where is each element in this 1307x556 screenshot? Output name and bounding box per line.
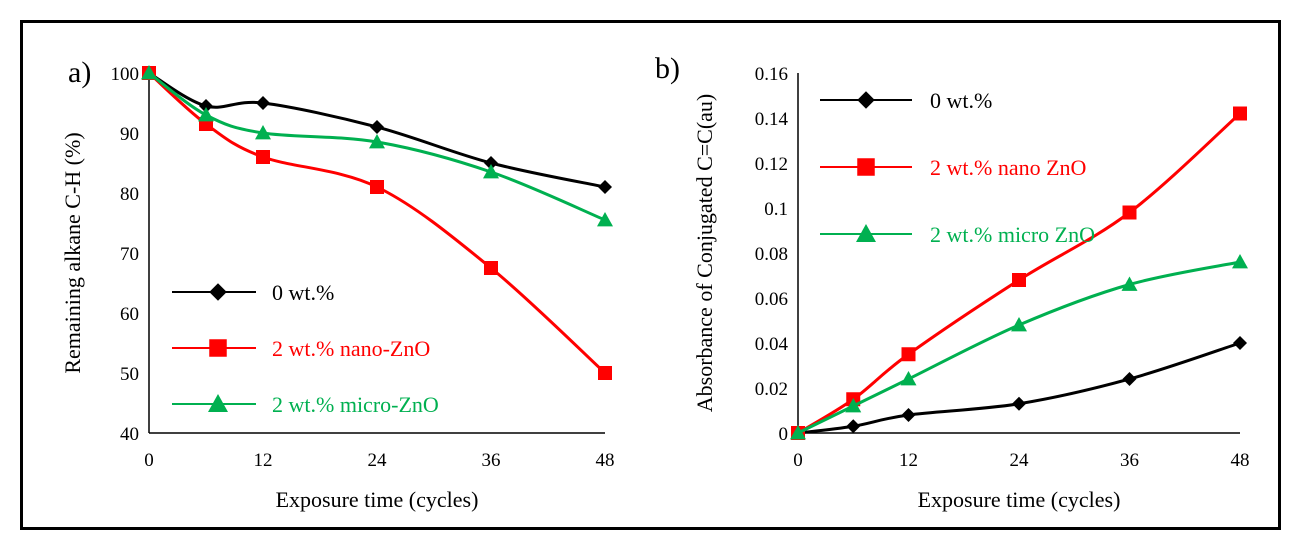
x-tick-label: 0 (144, 450, 154, 471)
x-axis-title: Exposure time (cycles) (276, 487, 479, 512)
data-point (199, 99, 213, 113)
legend-entry: 2 wt.% nano ZnO (820, 155, 1086, 180)
y-tick-label: 0.08 (755, 244, 788, 265)
y-axis-title: Remaining alkane C-H (%) (60, 132, 85, 373)
legend-label: 2 wt.% nano ZnO (930, 155, 1086, 180)
data-point (1232, 254, 1248, 269)
data-point (901, 408, 916, 422)
data-point (845, 398, 862, 413)
panel-label: b) (655, 52, 680, 85)
y-tick-label: 0.14 (755, 109, 789, 130)
data-point (370, 180, 384, 194)
data-point (597, 212, 613, 227)
data-point (1012, 273, 1026, 287)
data-point (141, 65, 157, 80)
legend-entry: 0 wt.% (172, 280, 334, 305)
legend-label: 2 wt.% micro-ZnO (272, 392, 439, 417)
y-tick-label: 0.16 (755, 64, 788, 85)
x-tick-label: 12 (254, 450, 273, 471)
legend-marker (857, 91, 875, 109)
legend-marker (208, 394, 228, 412)
figure-frame (20, 20, 1281, 530)
legend-entry: 2 wt.% nano-ZnO (172, 336, 430, 361)
data-point (370, 120, 384, 134)
panel-label: a) (68, 56, 91, 89)
data-point (1011, 317, 1027, 332)
y-tick-label: 100 (111, 64, 140, 85)
legend-entry: 0 wt.% (820, 88, 992, 113)
series-2 (141, 65, 613, 227)
data-point (198, 107, 214, 122)
y-tick-label: 0.12 (755, 154, 788, 175)
y-tick-label: 70 (120, 244, 139, 265)
data-point (1012, 396, 1026, 411)
legend-label: 0 wt.% (930, 88, 992, 113)
y-tick-label: 0.06 (755, 289, 788, 310)
data-point (1233, 106, 1247, 121)
y-tick-label: 0.04 (755, 334, 789, 355)
data-point (484, 261, 498, 275)
y-tick-label: 80 (120, 184, 139, 205)
legend-label: 2 wt.% micro ZnO (930, 222, 1095, 247)
series-line (147, 71, 607, 375)
data-point (598, 180, 612, 194)
y-tick-label: 0.1 (764, 199, 788, 220)
x-tick-label: 48 (1231, 450, 1250, 471)
series-line (797, 341, 1241, 435)
y-tick-label: 0 (779, 424, 789, 445)
series-0 (791, 336, 1247, 440)
data-point (255, 125, 271, 140)
x-tick-label: 12 (899, 450, 918, 471)
series-2 (790, 254, 1248, 440)
legend-marker (209, 339, 227, 357)
data-point (598, 366, 612, 380)
legend-label: 0 wt.% (272, 280, 334, 305)
x-axis-title: Exposure time (cycles) (918, 487, 1121, 512)
legend-marker (857, 158, 875, 176)
data-point (790, 425, 806, 440)
chart-panel-b: 0 0.02 0.04 0.06 0.08 0.1 0.12 0.14 0.16 0 12 24 36 4… (655, 52, 1250, 512)
data-point (483, 164, 499, 179)
data-point (369, 134, 385, 149)
legend-marker (856, 224, 876, 242)
y-tick-label: 0.02 (755, 379, 788, 400)
data-point (1233, 336, 1247, 350)
data-point (256, 96, 270, 110)
y-tick-label: 90 (120, 124, 139, 145)
data-point (901, 347, 916, 362)
data-point (900, 371, 917, 386)
y-tick-label: 60 (120, 304, 139, 325)
legend-marker (209, 283, 227, 301)
y-tick-label: 40 (120, 424, 139, 445)
series-1 (142, 66, 612, 380)
y-tick-label: 50 (120, 364, 139, 385)
chart-panel-a: 40 50 60 70 80 90 100 0 12 24 36 48 Exposure time (c… (60, 56, 615, 512)
legend-label: 2 wt.% nano-ZnO (272, 336, 430, 361)
x-tick-label: 0 (793, 450, 803, 471)
data-point (484, 156, 498, 170)
data-point (846, 419, 861, 434)
legend-entry: 2 wt.% micro-ZnO (172, 392, 439, 417)
x-tick-label: 24 (1010, 450, 1030, 471)
x-tick-label: 36 (1120, 450, 1139, 471)
data-point (1121, 276, 1138, 291)
legend-entry: 2 wt.% micro ZnO (820, 222, 1095, 247)
data-point (1122, 205, 1137, 220)
data-point (256, 150, 270, 164)
x-tick-label: 48 (596, 450, 615, 471)
data-point (1122, 372, 1137, 386)
x-tick-label: 36 (482, 450, 501, 471)
x-tick-label: 24 (368, 450, 388, 471)
y-axis-title: Absorbance of Conjugated C=C(au) (692, 94, 717, 413)
